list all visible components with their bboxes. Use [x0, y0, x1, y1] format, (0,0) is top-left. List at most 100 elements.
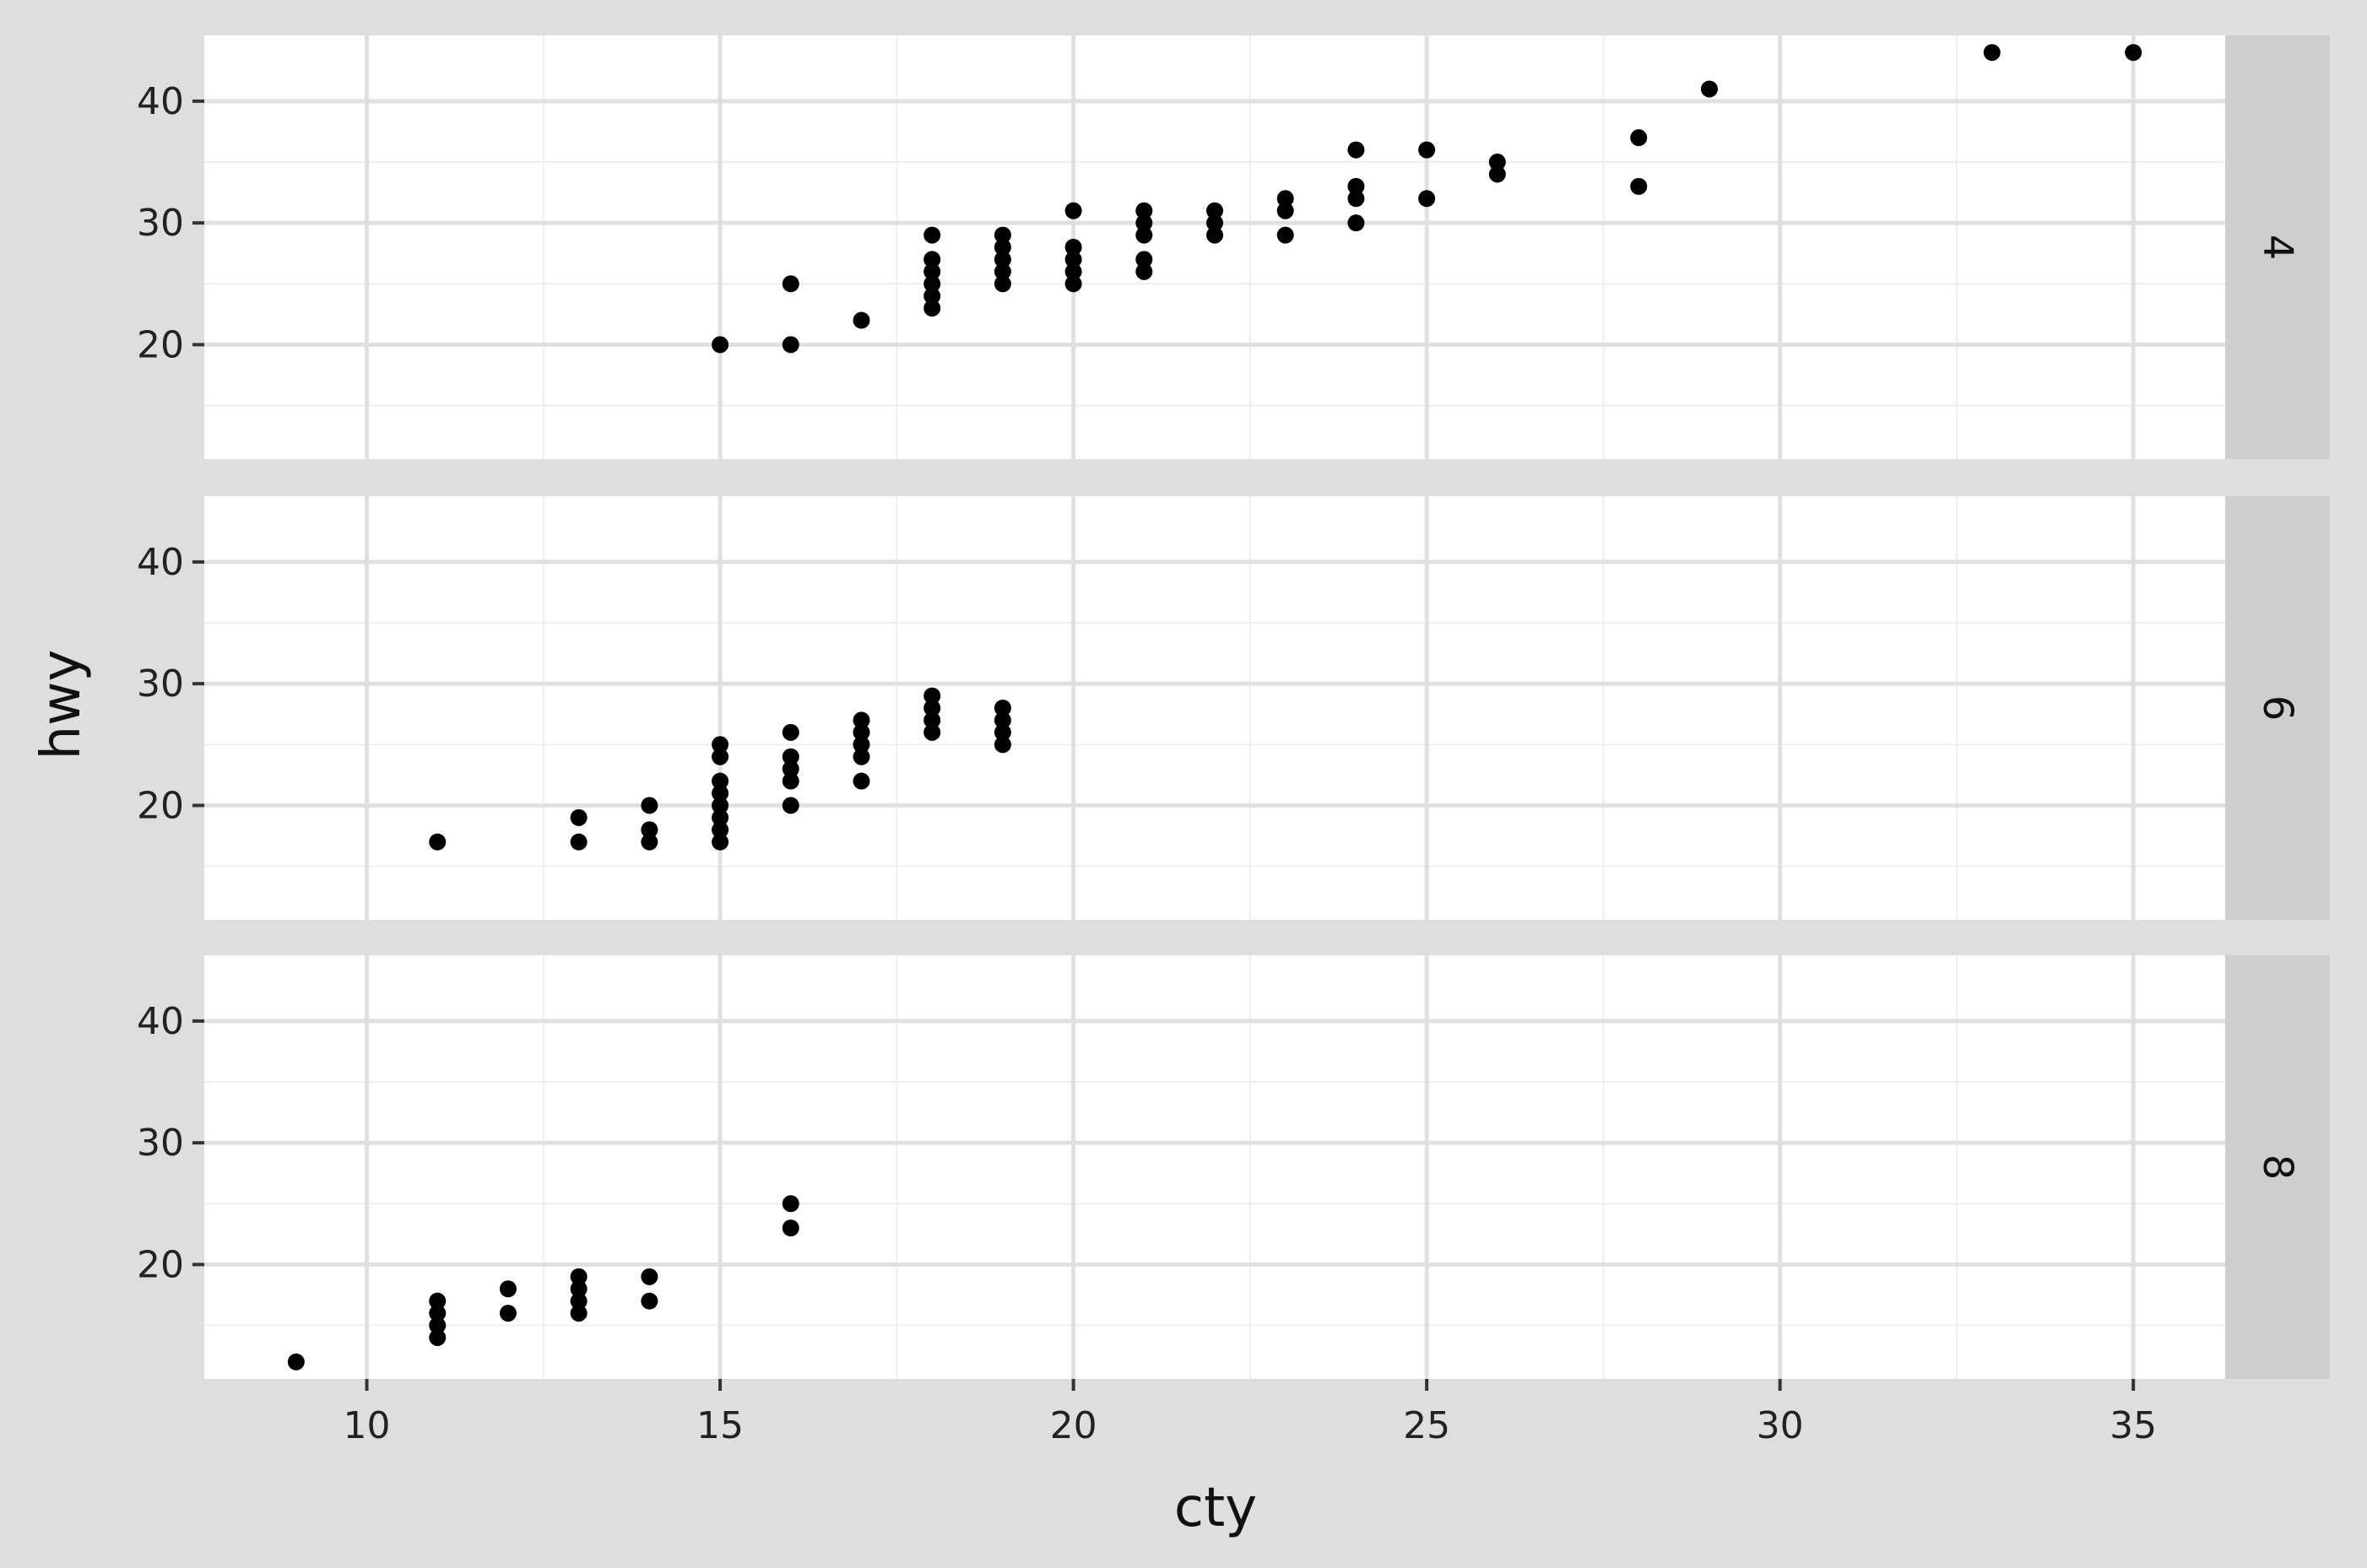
facet-strip-label: 8: [2254, 1154, 2301, 1181]
data-point: [924, 300, 941, 317]
panel-background: [204, 35, 2225, 459]
data-point: [429, 1328, 447, 1346]
panel-8: 20 30 40 8: [137, 955, 2330, 1379]
y-tick-label: 20: [137, 323, 184, 366]
data-point: [782, 723, 799, 741]
y-tick-label: 40: [137, 80, 184, 123]
data-point: [924, 287, 941, 305]
data-point: [782, 336, 799, 354]
x-tick-label: 20: [1050, 1404, 1097, 1447]
facet-strip-label: 6: [2254, 695, 2301, 722]
x-axis-title: cty: [1174, 1477, 1257, 1539]
data-point: [853, 711, 870, 729]
data-point: [1418, 141, 1436, 159]
data-point: [570, 808, 588, 826]
y-tick-label: 30: [137, 662, 184, 706]
data-point: [1276, 202, 1294, 219]
x-tick-label: 10: [344, 1404, 391, 1447]
data-point: [1276, 190, 1294, 208]
data-point: [1064, 239, 1082, 256]
data-point: [782, 772, 799, 790]
x-tick-label: 35: [2110, 1404, 2157, 1447]
x-tick-label: 15: [696, 1404, 744, 1447]
y-tick-label: 40: [137, 541, 184, 584]
data-point: [570, 1305, 588, 1322]
data-point: [712, 808, 729, 826]
data-point: [1347, 141, 1365, 159]
data-point: [853, 723, 870, 741]
data-point: [641, 1292, 658, 1310]
data-point: [1206, 226, 1223, 244]
data-point: [853, 736, 870, 754]
data-point: [570, 1280, 588, 1298]
data-point: [712, 336, 729, 354]
data-point: [1488, 154, 1506, 171]
data-point: [924, 711, 941, 729]
data-point: [1064, 262, 1082, 280]
data-point: [994, 711, 1011, 729]
data-point: [287, 1353, 305, 1371]
facet-strip: [2225, 496, 2330, 920]
data-point: [924, 687, 941, 705]
panel-4: 20 30 40 4: [137, 35, 2330, 459]
data-point: [641, 1268, 658, 1285]
data-point: [994, 251, 1011, 268]
data-point: [782, 760, 799, 778]
data-point: [641, 821, 658, 839]
data-point: [782, 275, 799, 293]
data-point: [641, 833, 658, 851]
data-point: [853, 311, 870, 329]
data-point: [1135, 214, 1153, 232]
data-point: [924, 262, 941, 280]
data-point: [994, 700, 1011, 716]
panel-background: [204, 955, 2225, 1379]
facet-strip-label: 4: [2254, 235, 2301, 261]
x-tick-label: 30: [1757, 1404, 1804, 1447]
data-point: [712, 736, 729, 754]
data-point: [712, 772, 729, 790]
data-point: [994, 736, 1011, 754]
data-point: [1135, 262, 1153, 280]
facet-strip: [2225, 35, 2330, 459]
data-point: [641, 797, 658, 814]
data-point: [1064, 202, 1082, 219]
data-point: [994, 239, 1011, 256]
data-point: [712, 833, 729, 851]
data-point: [499, 1305, 517, 1322]
panel-background: [204, 496, 2225, 920]
panels-layer: 20 30 40 4 20 30 40 6 20 30 40 8: [137, 35, 2330, 1379]
data-point: [994, 275, 1011, 293]
data-point: [782, 797, 799, 814]
data-point: [1630, 129, 1648, 147]
data-point: [1064, 251, 1082, 268]
data-point: [1206, 202, 1223, 219]
data-point: [712, 821, 729, 839]
data-point: [924, 275, 941, 293]
data-point: [1418, 190, 1436, 208]
data-point: [570, 1292, 588, 1310]
data-point: [1347, 190, 1365, 208]
data-point: [1983, 44, 2001, 62]
data-point: [853, 772, 870, 790]
y-tick-label: 40: [137, 1000, 184, 1043]
data-point: [782, 748, 799, 765]
y-tick-label: 20: [137, 1243, 184, 1286]
data-point: [1700, 80, 1718, 98]
data-point: [2125, 44, 2142, 62]
data-point: [994, 262, 1011, 280]
x-axis: 10 15 20 25 30 35: [344, 1379, 2157, 1447]
x-tick-label: 25: [1403, 1404, 1450, 1447]
y-tick-label: 20: [137, 784, 184, 827]
data-point: [1347, 214, 1365, 232]
data-point: [994, 723, 1011, 741]
panel-6: 20 30 40 6: [137, 496, 2330, 920]
facet-strip: [2225, 955, 2330, 1379]
y-tick-label: 30: [137, 1122, 184, 1165]
data-point: [1135, 226, 1153, 244]
data-point: [429, 1292, 447, 1310]
data-point: [1135, 251, 1153, 268]
data-point: [1064, 275, 1082, 293]
data-point: [712, 748, 729, 765]
data-point: [1488, 165, 1506, 183]
data-point: [570, 833, 588, 851]
